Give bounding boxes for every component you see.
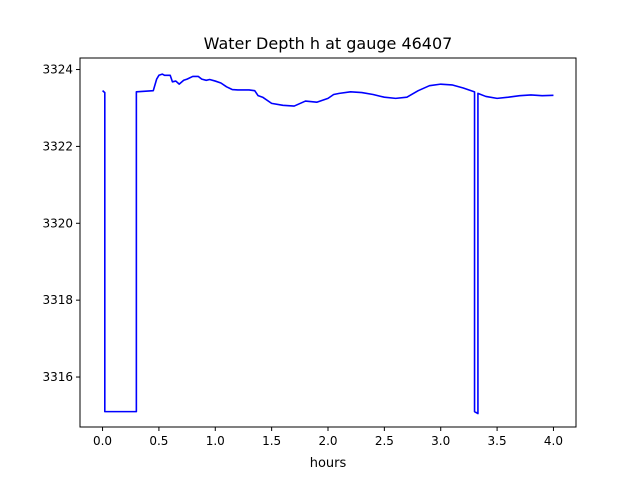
y-tick-label: 3318 [42,293,73,307]
x-tick-label: 0.5 [149,434,168,448]
x-axis-label: hours [310,456,347,471]
x-tick-label: 2.0 [318,434,337,448]
x-tick-label: 3.0 [431,434,450,448]
y-axis: 3316 3318 3320 3322 3324 [42,63,80,384]
x-tick-label: 3.5 [488,434,507,448]
y-tick-label: 3316 [42,370,73,384]
x-tick-label: 0.0 [93,434,112,448]
chart-title: Water Depth h at gauge 46407 [204,34,453,53]
y-tick-label: 3320 [42,216,73,230]
plot-area [102,73,554,415]
x-tick-label: 1.0 [206,434,225,448]
y-tick-label: 3322 [42,139,73,153]
x-tick-label: 2.5 [375,434,394,448]
x-tick-label: 4.0 [544,434,563,448]
x-axis: 0.0 0.5 1.0 1.5 2.0 2.5 3.0 3.5 4.0 [93,427,563,448]
x-tick-label: 1.5 [262,434,281,448]
series-line-0 [102,73,554,415]
y-tick-label: 3324 [42,63,73,77]
